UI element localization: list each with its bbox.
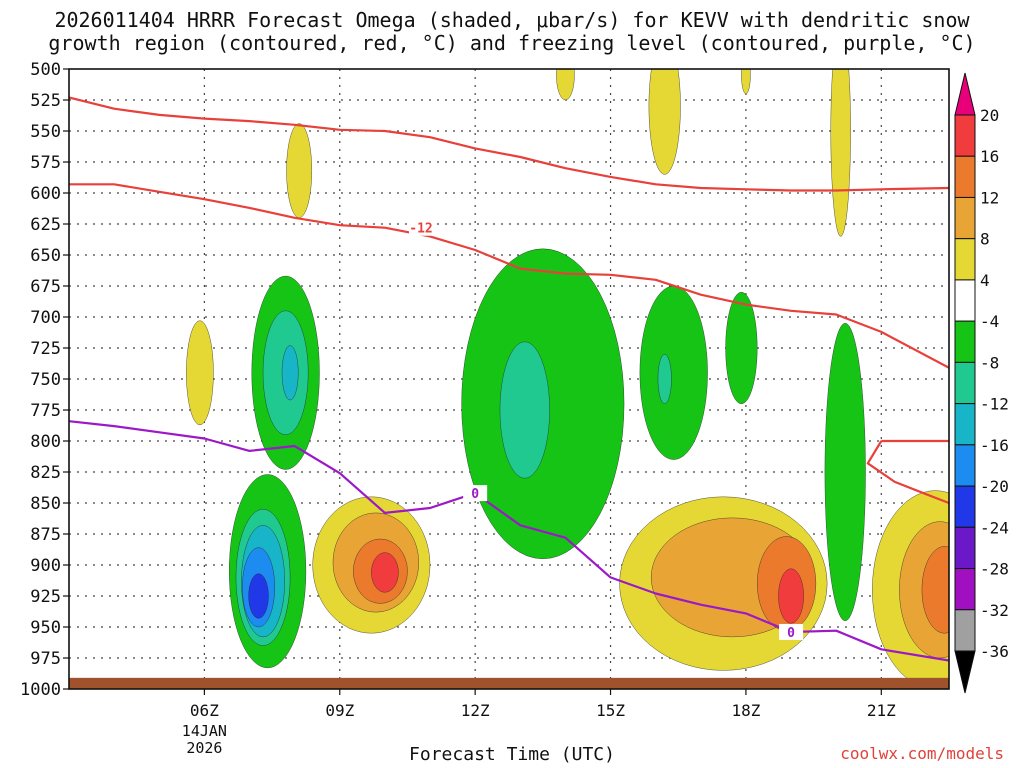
y-tick-label: 775 — [30, 401, 61, 421]
colorbar-label: -12 — [980, 395, 1009, 414]
y-tick-label: 700 — [30, 308, 61, 328]
omega-red-19z — [778, 568, 804, 624]
x-date-label: 14JAN — [182, 722, 227, 740]
colorbar-band — [954, 238, 976, 281]
contour-label-bg — [409, 219, 433, 236]
omega-cyan-07z — [281, 345, 299, 401]
colorbar-label: 8 — [980, 230, 990, 249]
contour-label-bg — [779, 623, 804, 640]
y-tick-label: 800 — [30, 432, 61, 452]
colorbar-band — [954, 444, 976, 487]
colorbar-band — [954, 526, 976, 570]
contour-line-2 — [866, 440, 949, 505]
chart-title-line-1: 2026011404 HRRR Forecast Omega (shaded, … — [54, 8, 970, 32]
y-tick-label: 650 — [30, 246, 61, 266]
colorbar-label: 12 — [980, 188, 999, 207]
colorbar-label: -20 — [980, 477, 1009, 496]
colorbar-arrow-bottom — [954, 650, 976, 694]
omega-green-20z — [824, 323, 866, 622]
y-tick-label: 850 — [30, 494, 61, 514]
x-tick-label: 18Z — [731, 701, 760, 720]
omega-shading — [186, 69, 949, 689]
colorbar-band — [954, 114, 976, 157]
contour-label: -12 — [409, 222, 432, 237]
omega-darkblue-06z — [248, 573, 269, 619]
colorbar-band — [954, 485, 976, 528]
credit-link[interactable]: coolwx.com/models — [840, 744, 1004, 763]
y-tick-label: 675 — [30, 277, 61, 297]
colorbar-band — [954, 196, 976, 240]
omega-red-10z — [371, 552, 399, 593]
y-tick-label: 750 — [30, 370, 61, 390]
colorbar-label: -32 — [980, 601, 1009, 620]
y-axis: 500 525 550 575 600 625 650 675 700 725 750 775 800 8… — [20, 60, 69, 700]
omega-green-16z — [639, 285, 708, 460]
omega-teal-13z — [499, 341, 550, 479]
surface — [69, 677, 949, 689]
omega-orange-22z — [921, 546, 949, 634]
x-axis-title: Forecast Time (UTC) — [409, 744, 615, 765]
colorbar-label: -8 — [980, 353, 999, 372]
x-tick-label: 06Z — [190, 701, 219, 720]
contour-label: 0 — [787, 626, 795, 641]
omega-yellow-14z — [556, 69, 575, 101]
x-year-label: 2026 — [186, 739, 222, 757]
y-tick-label: 550 — [30, 122, 61, 142]
y-tick-label: 950 — [30, 618, 61, 638]
y-tick-label: 600 — [30, 184, 61, 204]
y-tick-label: 825 — [30, 463, 61, 483]
omega-yellow-05z — [186, 320, 214, 426]
colorbar-band — [954, 609, 976, 652]
contour-labels: -12 0 0 — [409, 219, 804, 641]
colorbar-label: -28 — [980, 560, 1009, 579]
contour-label: 0 — [471, 487, 479, 502]
y-tick-label: 925 — [30, 587, 61, 607]
colorbar-arrow-top — [954, 72, 976, 116]
chart-title-line-2: growth region (contoured, red, °C) and f… — [48, 31, 976, 55]
contour-line-1 — [69, 183, 949, 369]
colorbar-band — [954, 568, 976, 611]
colorbar-band — [954, 155, 976, 198]
omega-yellow-18z-top — [741, 69, 751, 94]
contour-label-bg — [463, 485, 488, 502]
omega-yellow-08z — [286, 123, 312, 218]
colorbar-label: -24 — [980, 518, 1009, 537]
contour-line-0 — [69, 96, 949, 192]
x-tick-label: 15Z — [596, 701, 625, 720]
y-tick-label: 975 — [30, 649, 61, 669]
x-tick-label: 21Z — [867, 701, 896, 720]
y-tick-label: 900 — [30, 556, 61, 576]
colorbar: 20 16 12 8 4 -4 -8 -12 -16 -20 -24 -28 -32 -36 — [954, 72, 1009, 694]
colorbar-label: -16 — [980, 436, 1009, 455]
y-tick-label: 575 — [30, 153, 61, 173]
x-tick-label: 12Z — [461, 701, 490, 720]
x-tick-label: 09Z — [325, 701, 354, 720]
colorbar-label: -4 — [980, 312, 999, 331]
omega-green-18z — [725, 292, 758, 405]
colorbar-label: -36 — [980, 642, 1009, 661]
y-tick-label: 525 — [30, 91, 61, 111]
colorbar-band — [954, 279, 976, 322]
y-tick-label: 875 — [30, 525, 61, 545]
y-tick-label: 500 — [30, 60, 61, 80]
colorbar-band — [954, 320, 976, 363]
y-tick-label: 1000 — [20, 680, 61, 700]
omega-teal-16z — [657, 354, 672, 405]
colorbar-label: 16 — [980, 147, 999, 166]
colorbar-band — [954, 403, 976, 446]
y-tick-label: 725 — [30, 339, 61, 359]
colorbar-band — [954, 361, 976, 405]
colorbar-label: 4 — [980, 271, 990, 290]
surface-terrain — [69, 677, 949, 689]
omega-yellow-16z — [648, 69, 681, 175]
colorbar-label: 20 — [980, 106, 999, 125]
omega-yellow-20z — [830, 69, 851, 237]
y-tick-label: 625 — [30, 215, 61, 235]
